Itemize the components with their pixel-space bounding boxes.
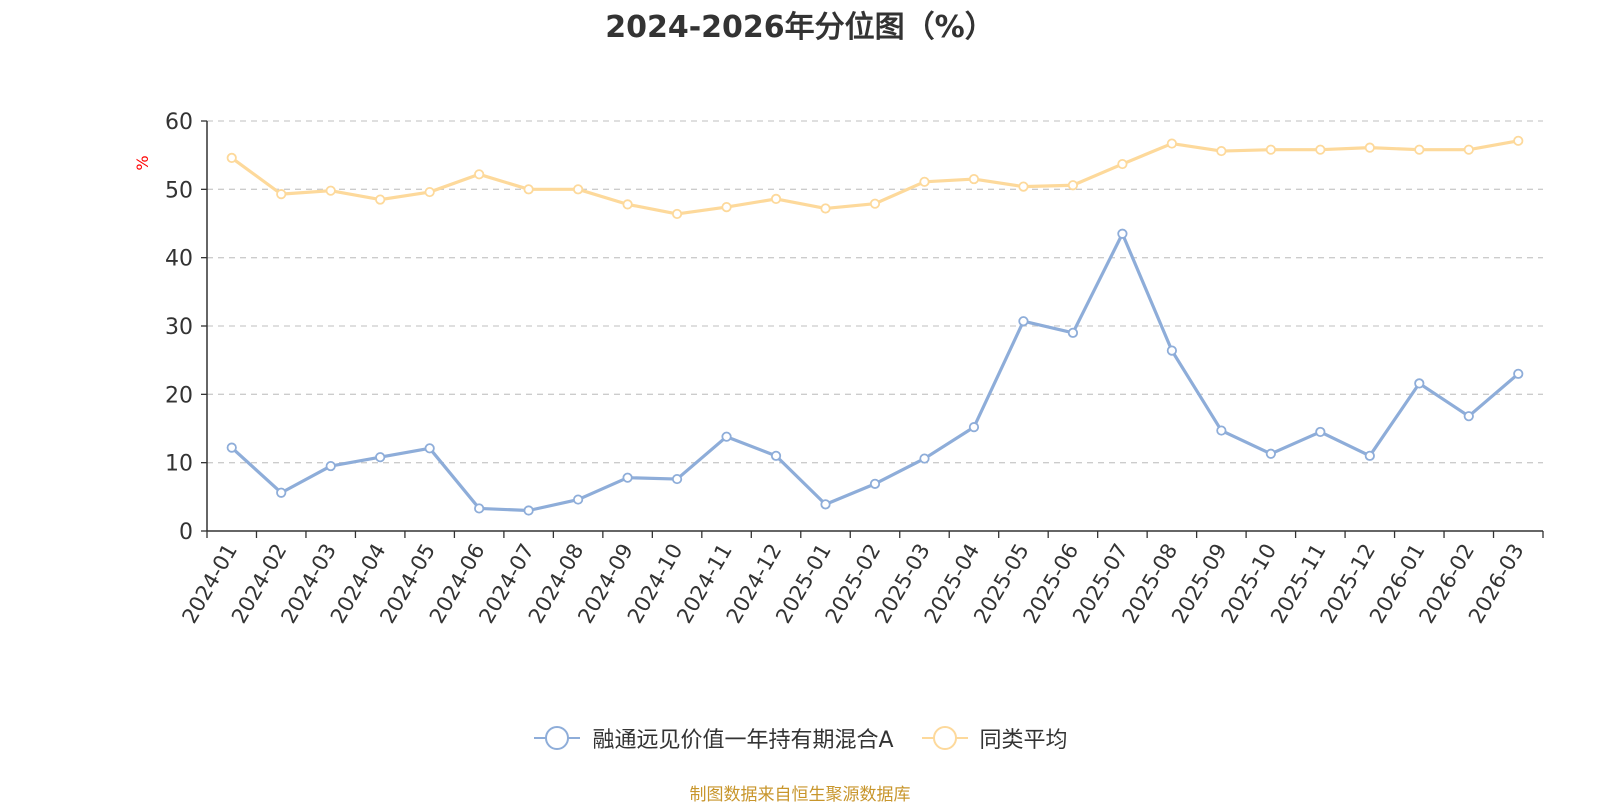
legend-item-average[interactable]: 同类平均 bbox=[920, 722, 1068, 754]
y-tick-label-60: 60 bbox=[165, 110, 193, 135]
y-tick-label-50: 50 bbox=[165, 178, 193, 203]
data-point-s1-13 bbox=[869, 198, 881, 209]
data-point-s0-10 bbox=[721, 431, 732, 442]
data-point-s0-15 bbox=[968, 422, 980, 433]
data-point-s0-14 bbox=[919, 453, 930, 464]
line-chart: 0 10 20 30 40 50 60% 2024-012024-022024-032024… bbox=[133, 110, 1544, 627]
data-point-s0-11 bbox=[770, 450, 782, 461]
data-point-s0-16 bbox=[1018, 316, 1029, 327]
data-point-s1-4 bbox=[424, 186, 435, 198]
data-point-s1-23 bbox=[1364, 142, 1375, 153]
data-point-s1-1 bbox=[276, 189, 287, 200]
data-point-s0-13 bbox=[869, 478, 881, 489]
data-point-s1-22 bbox=[1315, 144, 1326, 155]
data-point-s0-19 bbox=[1166, 345, 1177, 356]
data-point-s1-24 bbox=[1414, 144, 1425, 155]
data-point-s1-19 bbox=[1166, 138, 1177, 149]
y-tick-label-0: 0 bbox=[179, 520, 193, 545]
legend-label-fund: 融通远见价值一年持有期混合A bbox=[592, 728, 894, 753]
data-point-s1-18 bbox=[1117, 158, 1128, 170]
series-lines bbox=[230, 139, 1520, 513]
data-point-s0-17 bbox=[1067, 327, 1079, 338]
data-point-s0-7 bbox=[573, 494, 584, 505]
data-point-s0-22 bbox=[1315, 426, 1326, 438]
data-point-s1-8 bbox=[622, 199, 633, 210]
data-point-s0-21 bbox=[1265, 448, 1276, 459]
y-axis: 0 10 20 30 40 50 60% bbox=[133, 110, 208, 545]
legend-label-average: 同类平均 bbox=[979, 728, 1068, 753]
legend-item-fund[interactable]: 融通远见价值一年持有期混合A bbox=[532, 722, 894, 754]
data-point-s1-11 bbox=[770, 193, 782, 204]
legend: 融通远见价值一年持有期混合A 同类平均 bbox=[0, 722, 1600, 754]
data-point-s1-17 bbox=[1067, 180, 1079, 191]
data-point-s0-20 bbox=[1216, 425, 1227, 436]
grid-lines bbox=[207, 120, 1543, 464]
data-point-s0-26 bbox=[1513, 368, 1524, 379]
data-point-s1-15 bbox=[968, 173, 980, 185]
data-point-s0-12 bbox=[820, 499, 831, 510]
series-line-0 bbox=[230, 232, 1520, 513]
y-axis-label: % bbox=[133, 155, 152, 170]
data-point-s1-25 bbox=[1463, 144, 1474, 155]
data-point-s0-5 bbox=[474, 503, 485, 514]
data-point-s1-16 bbox=[1018, 181, 1029, 192]
y-tick-label-20: 20 bbox=[165, 383, 193, 408]
data-point-s1-3 bbox=[375, 194, 386, 205]
y-tick-label-10: 10 bbox=[165, 452, 193, 477]
data-point-s0-24 bbox=[1414, 378, 1425, 389]
data-point-s0-8 bbox=[622, 472, 633, 483]
data-point-s1-5 bbox=[474, 169, 485, 180]
data-point-s0-23 bbox=[1364, 450, 1375, 461]
legend-marker-average bbox=[921, 726, 968, 750]
data-point-s1-14 bbox=[919, 176, 930, 187]
data-point-s0-9 bbox=[671, 473, 683, 485]
x-axis: 2024-012024-022024-032024-042024-052024-… bbox=[177, 530, 1544, 627]
legend-marker-fund bbox=[534, 726, 581, 750]
data-point-s1-12 bbox=[820, 203, 831, 214]
y-tick-label-40: 40 bbox=[165, 247, 193, 272]
data-point-s0-3 bbox=[375, 452, 386, 463]
chart-title: 2024-2026年分位图（%） bbox=[605, 10, 995, 45]
data-point-s0-1 bbox=[276, 487, 287, 498]
data-point-s0-2 bbox=[325, 460, 336, 472]
data-source-note: 制图数据来自恒生聚源数据库 bbox=[689, 785, 911, 805]
data-point-s0-18 bbox=[1117, 228, 1128, 239]
data-point-s1-9 bbox=[671, 208, 683, 220]
data-point-s1-21 bbox=[1265, 144, 1276, 155]
data-point-s1-7 bbox=[573, 184, 584, 195]
data-point-s1-0 bbox=[226, 152, 237, 163]
data-point-s0-6 bbox=[523, 505, 534, 516]
series-points bbox=[226, 135, 1524, 516]
data-point-s1-10 bbox=[721, 202, 732, 213]
data-point-s1-26 bbox=[1513, 135, 1524, 146]
y-tick-label-30: 30 bbox=[165, 315, 193, 340]
data-point-s1-2 bbox=[325, 185, 336, 196]
data-point-s1-6 bbox=[523, 184, 534, 195]
data-point-s0-25 bbox=[1463, 411, 1474, 422]
data-point-s0-4 bbox=[424, 443, 435, 454]
data-point-s0-0 bbox=[226, 442, 237, 453]
data-point-s1-20 bbox=[1216, 145, 1227, 157]
